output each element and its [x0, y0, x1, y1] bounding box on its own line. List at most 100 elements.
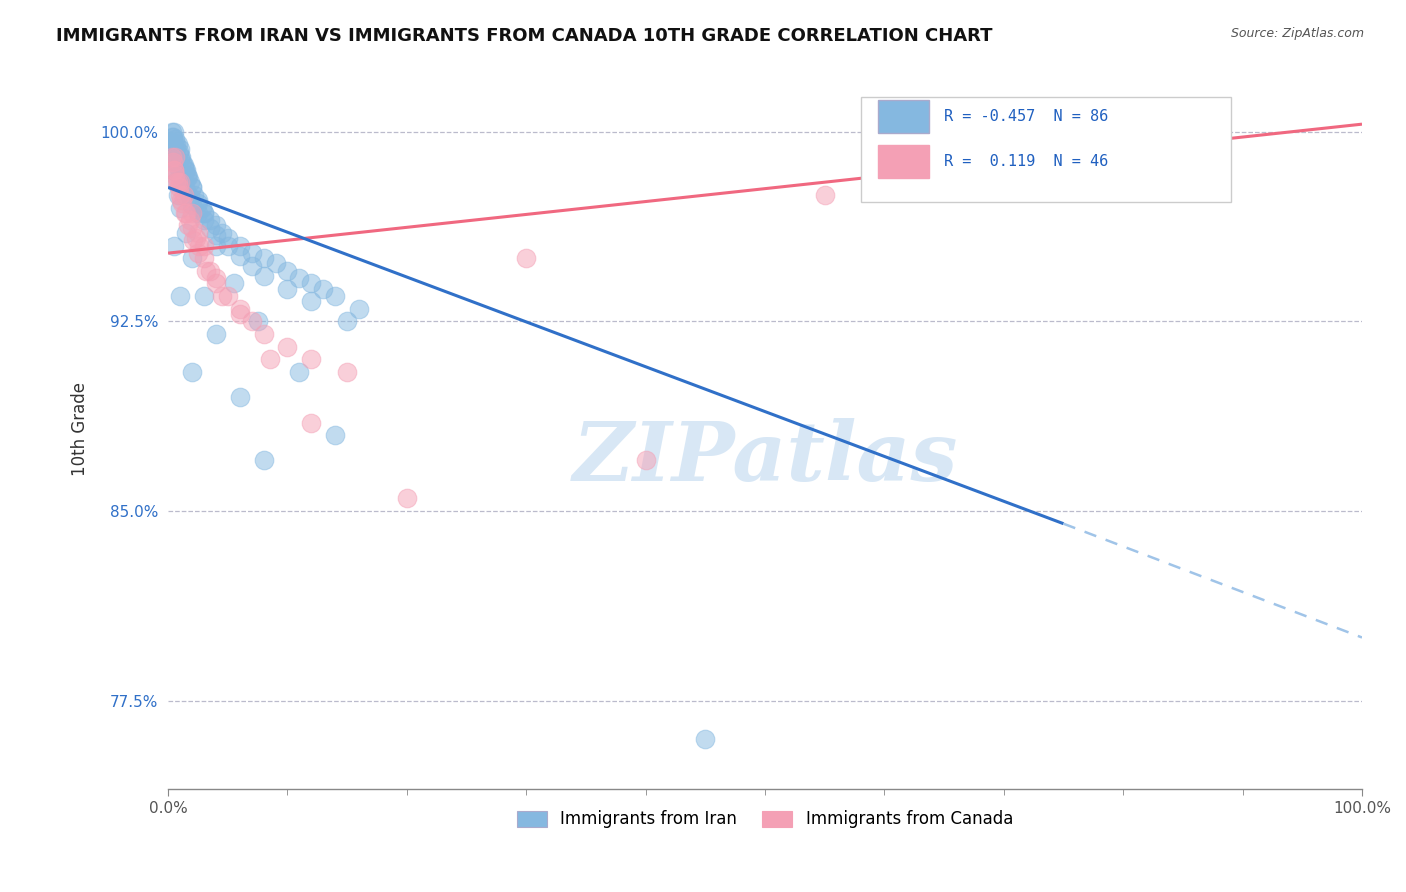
- Point: [187, 193, 209, 207]
- Point: [228, 249, 250, 263]
- Point: [177, 219, 200, 233]
- Point: [173, 158, 195, 172]
- Point: [166, 175, 188, 189]
- Point: [162, 155, 184, 169]
- Point: [174, 205, 197, 219]
- Point: [162, 162, 184, 177]
- Point: [179, 213, 201, 227]
- Point: [187, 226, 209, 240]
- Point: [172, 175, 194, 189]
- Point: [217, 289, 239, 303]
- Point: [299, 352, 322, 367]
- Point: [336, 365, 359, 379]
- Point: [211, 226, 233, 240]
- Point: [288, 365, 311, 379]
- Point: [634, 453, 657, 467]
- Point: [165, 143, 187, 157]
- Point: [187, 195, 209, 210]
- Point: [166, 137, 188, 152]
- FancyBboxPatch shape: [879, 145, 928, 178]
- Point: [222, 277, 245, 291]
- Legend: Immigrants from Iran, Immigrants from Canada: Immigrants from Iran, Immigrants from Ca…: [510, 804, 1019, 835]
- Point: [695, 731, 717, 746]
- Point: [163, 162, 186, 177]
- Point: [259, 352, 281, 367]
- Point: [240, 259, 263, 273]
- Point: [169, 150, 191, 164]
- Point: [163, 137, 186, 152]
- Text: IMMIGRANTS FROM IRAN VS IMMIGRANTS FROM CANADA 10TH GRADE CORRELATION CHART: IMMIGRANTS FROM IRAN VS IMMIGRANTS FROM …: [56, 27, 993, 45]
- FancyBboxPatch shape: [879, 100, 928, 133]
- Point: [170, 193, 193, 207]
- Point: [323, 428, 346, 442]
- Point: [169, 188, 191, 202]
- Point: [167, 180, 190, 194]
- Point: [163, 125, 186, 139]
- Point: [184, 231, 207, 245]
- Point: [172, 155, 194, 169]
- Point: [173, 205, 195, 219]
- Point: [188, 238, 211, 252]
- Point: [163, 162, 186, 177]
- Point: [163, 145, 186, 159]
- Point: [172, 195, 194, 210]
- Point: [176, 170, 198, 185]
- Point: [163, 238, 186, 252]
- Point: [165, 150, 187, 164]
- Point: [814, 188, 837, 202]
- Point: [276, 281, 298, 295]
- Point: [205, 228, 228, 243]
- Text: ZIPatlas: ZIPatlas: [572, 417, 957, 498]
- Point: [193, 205, 215, 219]
- Point: [165, 175, 187, 189]
- Point: [174, 226, 197, 240]
- Point: [228, 301, 250, 316]
- Point: [323, 289, 346, 303]
- Point: [240, 246, 263, 260]
- Point: [160, 135, 183, 149]
- Point: [515, 251, 537, 265]
- Point: [165, 137, 187, 152]
- Point: [162, 140, 184, 154]
- Point: [299, 277, 322, 291]
- Point: [181, 180, 204, 194]
- Point: [276, 340, 298, 354]
- Point: [288, 271, 311, 285]
- Point: [165, 175, 187, 189]
- Point: [169, 175, 191, 189]
- Point: [160, 150, 183, 164]
- Point: [195, 264, 218, 278]
- Point: [198, 213, 221, 227]
- Point: [193, 213, 215, 227]
- Point: [252, 453, 274, 467]
- Point: [240, 314, 263, 328]
- Point: [217, 231, 239, 245]
- Point: [173, 160, 195, 174]
- Point: [173, 162, 195, 177]
- Point: [181, 234, 204, 248]
- Point: [160, 129, 183, 144]
- Point: [165, 150, 187, 164]
- Point: [181, 220, 204, 235]
- Point: [205, 238, 228, 252]
- Point: [176, 168, 198, 182]
- Point: [169, 289, 191, 303]
- Point: [264, 256, 287, 270]
- Point: [312, 281, 335, 295]
- Point: [246, 314, 269, 328]
- Y-axis label: 10th Grade: 10th Grade: [72, 382, 89, 475]
- Point: [205, 326, 228, 341]
- Point: [228, 307, 250, 321]
- Point: [217, 238, 239, 252]
- Point: [193, 289, 215, 303]
- Point: [252, 326, 274, 341]
- Text: Source: ZipAtlas.com: Source: ZipAtlas.com: [1230, 27, 1364, 40]
- Point: [177, 170, 200, 185]
- Point: [347, 301, 370, 316]
- Point: [252, 251, 274, 265]
- Point: [165, 155, 187, 169]
- Point: [169, 168, 191, 182]
- Point: [299, 294, 322, 309]
- Point: [174, 162, 197, 177]
- Point: [173, 188, 195, 202]
